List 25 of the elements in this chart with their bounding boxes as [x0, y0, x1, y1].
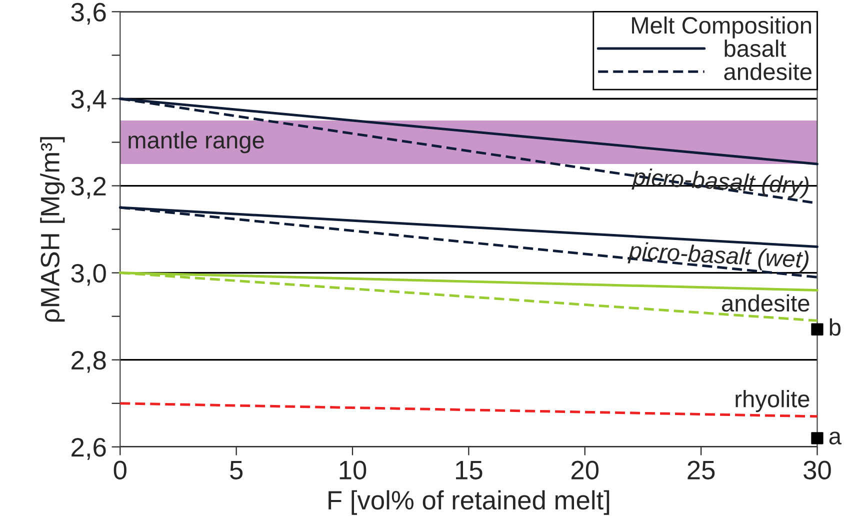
x-tick-label: 20 [572, 460, 599, 480]
series-label: b [830, 318, 840, 336]
y-tick-label: 3,6 [71, 2, 106, 25]
y-axis-title: ρMASH [Mg/m³] [40, 137, 65, 322]
x-tick-label: 10 [340, 460, 366, 480]
y-tick-label: 2,8 [72, 350, 106, 373]
annotation: picro-basalt (wet) [628, 241, 809, 273]
y-tick-label: 3,4 [71, 90, 106, 112]
legend-label: andesite [724, 62, 812, 80]
x-axis-title: F [vol% of retained melt] [328, 490, 610, 515]
y-tick-label: 2,6 [72, 438, 106, 460]
legend-label: basalt [724, 40, 786, 57]
annotation: rhyolite [736, 390, 810, 412]
legend-title: Melt Composition [632, 16, 811, 38]
x-tick-label: 0 [114, 460, 126, 480]
x-tick-label: 25 [688, 460, 715, 480]
x-tick-label: 30 [804, 460, 831, 480]
band-label: mantle range [128, 131, 264, 154]
series-label: a [829, 432, 842, 445]
annotation: picro-basalt (dry) [632, 168, 809, 199]
x-tick-label: 5 [230, 461, 243, 480]
y-tick-label: 3,0 [71, 264, 106, 286]
y-tick-label: 3,2 [71, 176, 106, 199]
x-tick-label: 15 [456, 461, 482, 480]
annotation: andesite [722, 294, 810, 312]
